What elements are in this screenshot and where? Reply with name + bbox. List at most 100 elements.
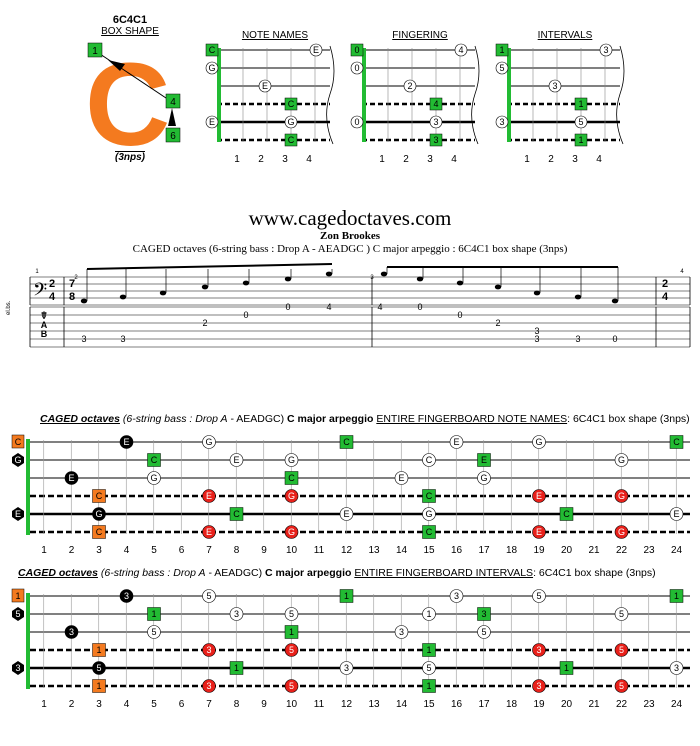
open-string-box xyxy=(11,434,25,449)
note-box xyxy=(92,679,106,693)
mini-note-label: G xyxy=(287,117,294,127)
fret-number: 10 xyxy=(286,699,298,710)
board2-title-paren: (6-string bass : Drop A xyxy=(100,567,206,579)
note-label: 1 xyxy=(564,663,569,673)
mini-open-label: 1 xyxy=(499,45,504,55)
note-circle xyxy=(394,471,409,485)
note-circle xyxy=(119,589,134,603)
note-circle xyxy=(229,453,244,467)
note-circle xyxy=(614,525,629,539)
note-label: 1 xyxy=(96,681,101,691)
mini-open-circle xyxy=(350,61,364,75)
staff-note xyxy=(284,276,292,282)
mini-note-circle xyxy=(454,43,468,57)
fret-number: 15 xyxy=(423,545,435,556)
note-circle xyxy=(147,471,161,485)
tab-number: 4 xyxy=(377,302,382,312)
note-label: 1 xyxy=(426,645,431,655)
note-label: 5 xyxy=(619,681,624,691)
note-box xyxy=(422,525,436,539)
tab-number: 0 xyxy=(41,310,46,320)
staff-note xyxy=(159,290,167,296)
note-label: E xyxy=(453,437,459,447)
note-label: 3 xyxy=(399,627,404,637)
mini-note-box xyxy=(284,97,298,111)
fret-number: 21 xyxy=(588,545,600,556)
note-box xyxy=(147,607,161,621)
fret-number: 19 xyxy=(533,545,545,556)
mini-note-label: 4 xyxy=(433,99,438,109)
note-circle xyxy=(147,625,161,639)
board2-title: CAGED octaves (6-string bass : Drop A - … xyxy=(18,567,698,579)
note-circle xyxy=(394,625,409,639)
fret-number: 6 xyxy=(179,545,185,556)
note-label: C xyxy=(151,455,158,465)
note-box xyxy=(147,453,161,467)
note-label: 3 xyxy=(206,645,211,655)
staff-note xyxy=(201,284,209,290)
fret-number: 16 xyxy=(451,699,463,710)
open-string-label: E xyxy=(15,509,21,519)
time-sig-top: 7 xyxy=(69,278,75,290)
fret-number: 5 xyxy=(151,699,157,710)
note-circle xyxy=(229,607,244,621)
mini-open-label: 3 xyxy=(499,117,504,127)
note-circle xyxy=(422,607,436,621)
mini-note-box xyxy=(429,133,443,147)
mini-note-label: 3 xyxy=(603,45,608,55)
mini-note-label: 1 xyxy=(578,99,583,109)
mini-diagram-title: FINGERING xyxy=(392,30,448,41)
note-circle xyxy=(284,525,299,539)
board1-title-prefix: CAGED octaves xyxy=(40,413,120,425)
note-circle xyxy=(532,589,546,603)
mini-fret-number: 1 xyxy=(524,154,530,165)
fret-number: 7 xyxy=(206,699,212,710)
fret-number: 17 xyxy=(478,699,490,710)
note-label: G xyxy=(288,455,295,465)
open-string-marker xyxy=(12,507,24,521)
mini-note-label: 5 xyxy=(578,117,583,127)
open-string-label: G xyxy=(14,455,21,465)
note-label: 3 xyxy=(124,591,129,601)
note-box xyxy=(422,679,436,693)
note-label: E xyxy=(536,491,542,501)
note-label: C xyxy=(426,527,433,537)
note-label: E xyxy=(68,473,74,483)
mini-fret-number: 3 xyxy=(282,154,288,165)
open-string-label: 5 xyxy=(15,609,20,619)
fret-number: 18 xyxy=(506,699,518,710)
board1-title-section: ENTIRE FINGERBOARD NOTE NAMES xyxy=(376,413,568,425)
mini-fret-number: 2 xyxy=(403,154,409,165)
fret-number: 4 xyxy=(124,545,130,556)
board2-title-section: ENTIRE FINGERBOARD INTERVALS xyxy=(354,567,534,579)
mini-open-box xyxy=(205,43,219,57)
note-label: 3 xyxy=(536,645,541,655)
note-circle xyxy=(202,435,216,449)
tab-number: 3 xyxy=(120,334,125,344)
note-label: 5 xyxy=(619,609,624,619)
measure-number: 1 xyxy=(35,269,39,275)
tab-number: 3 xyxy=(575,334,580,344)
tab-number: 3 xyxy=(81,334,86,344)
fret-number: 14 xyxy=(396,545,408,556)
note-circle xyxy=(339,507,354,521)
note-label: 1 xyxy=(344,591,349,601)
note-circle xyxy=(284,489,299,503)
author-name: Zon Brookes xyxy=(319,230,380,242)
fret-number: 3 xyxy=(96,699,102,710)
fret-number: 6 xyxy=(179,699,185,710)
mini-fret-number: 2 xyxy=(548,154,554,165)
note-box xyxy=(339,435,354,449)
fret-number: 20 xyxy=(561,699,573,710)
note-circle xyxy=(477,471,491,485)
note-box xyxy=(229,507,244,521)
mini-note-circle xyxy=(309,43,323,57)
tab-number: 3 xyxy=(534,334,539,344)
note-label: 1 xyxy=(234,663,239,673)
mini-note-label: 3 xyxy=(433,135,438,145)
fret-number: 3 xyxy=(96,545,102,556)
note-box xyxy=(92,489,106,503)
note-label: 3 xyxy=(234,609,239,619)
mini-fret-number: 2 xyxy=(258,154,264,165)
